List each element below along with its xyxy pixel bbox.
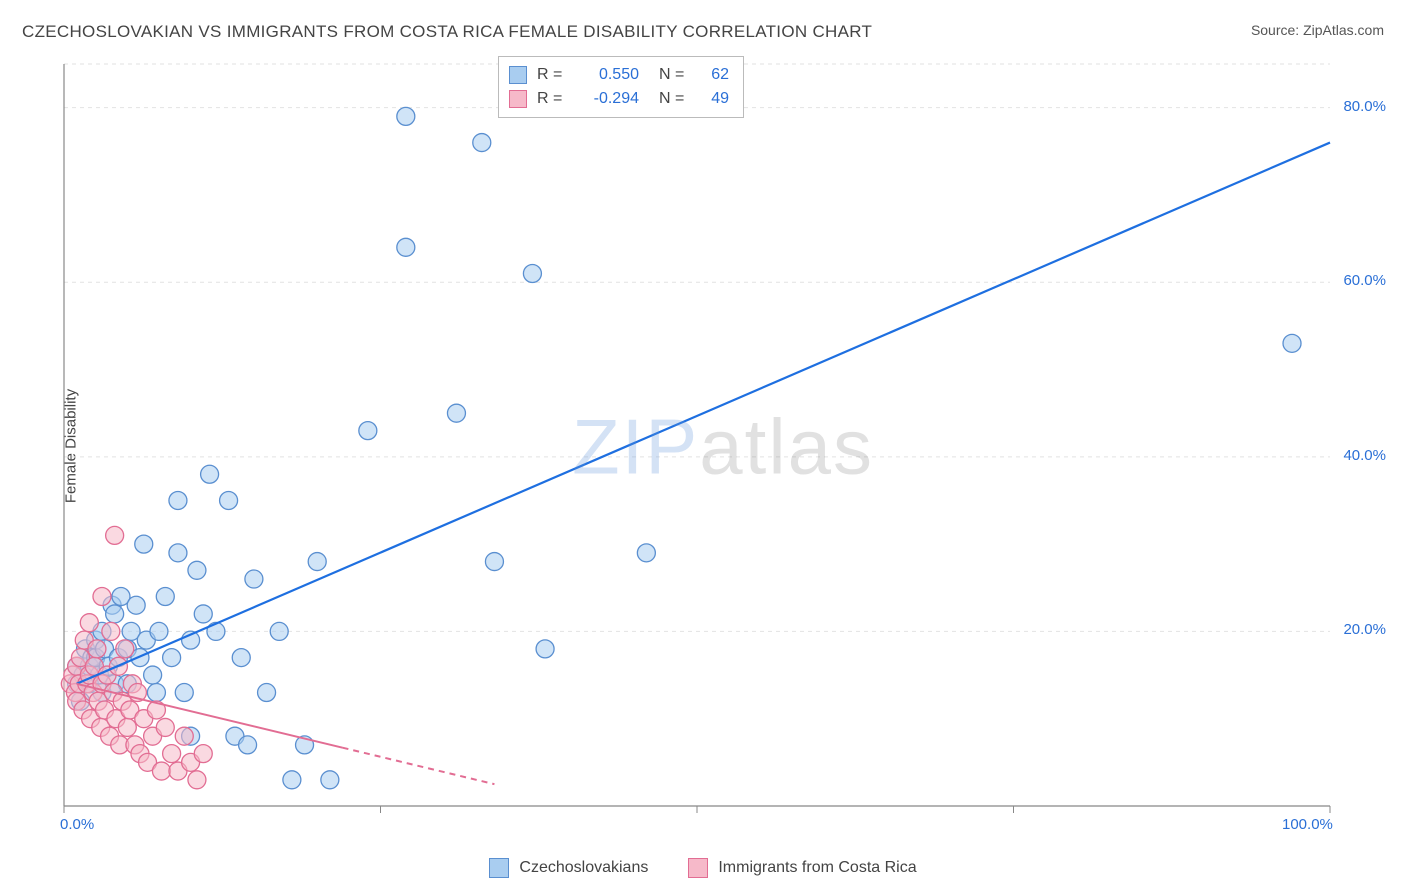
scatter-chart-svg bbox=[56, 56, 1390, 838]
x-tick-label: 0.0% bbox=[60, 816, 94, 833]
y-tick-label: 40.0% bbox=[1343, 447, 1386, 464]
legend-label: Czechoslovakians bbox=[519, 859, 648, 877]
source-value: ZipAtlas.com bbox=[1303, 22, 1384, 38]
source-attribution: Source: ZipAtlas.com bbox=[1251, 22, 1384, 38]
source-label: Source: bbox=[1251, 22, 1299, 38]
legend-item: Immigrants from Costa Rica bbox=[688, 858, 916, 878]
plot-area: ZIPatlas R =0.550N =62R =-0.294N =49 20.… bbox=[56, 56, 1390, 838]
y-tick-label: 20.0% bbox=[1343, 621, 1386, 638]
legend-swatch bbox=[688, 858, 708, 878]
y-tick-label: 60.0% bbox=[1343, 272, 1386, 289]
y-tick-label: 80.0% bbox=[1343, 98, 1386, 115]
r-value: 0.550 bbox=[575, 63, 639, 87]
n-value: 62 bbox=[699, 63, 729, 87]
n-value: 49 bbox=[699, 87, 729, 111]
legend-label: Immigrants from Costa Rica bbox=[718, 859, 916, 877]
legend-swatch bbox=[509, 66, 527, 84]
legend-swatch bbox=[489, 858, 509, 878]
legend-swatch bbox=[509, 90, 527, 108]
series-legend: Czechoslovakians Immigrants from Costa Ri… bbox=[0, 858, 1406, 878]
chart-title: CZECHOSLOVAKIAN VS IMMIGRANTS FROM COSTA… bbox=[22, 22, 872, 42]
stats-row: R =-0.294N =49 bbox=[509, 87, 729, 111]
x-tick-label: 100.0% bbox=[1282, 816, 1333, 833]
r-value: -0.294 bbox=[575, 87, 639, 111]
stats-row: R =0.550N =62 bbox=[509, 63, 729, 87]
correlation-stats-box: R =0.550N =62R =-0.294N =49 bbox=[498, 56, 744, 118]
legend-item: Czechoslovakians bbox=[489, 858, 648, 878]
